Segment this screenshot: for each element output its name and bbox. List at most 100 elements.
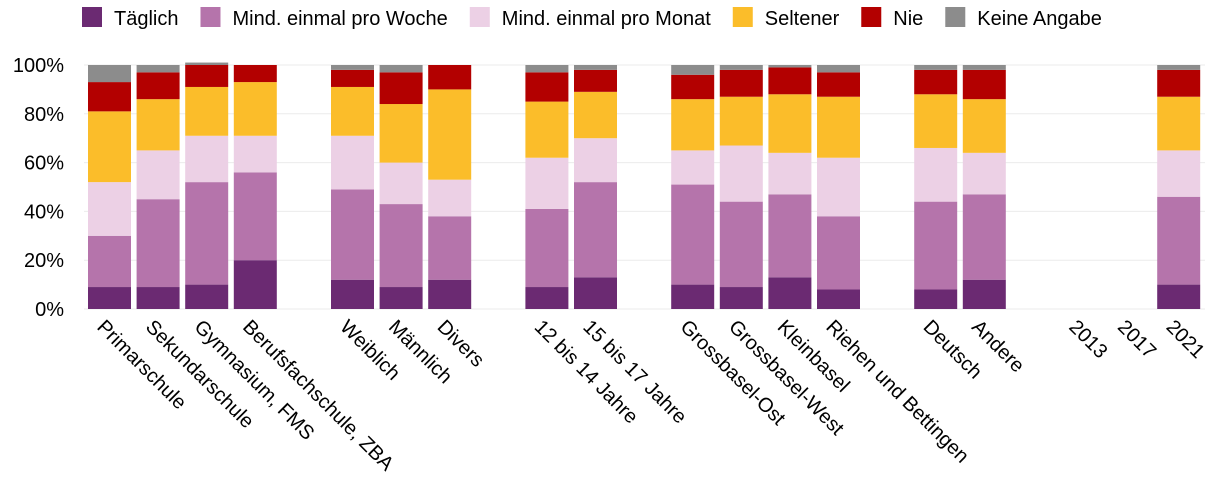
bar-segment [768, 67, 812, 95]
bar-segment [136, 65, 180, 73]
bar-segment [768, 277, 812, 309]
bar-segment [88, 182, 131, 236]
bar-segment [914, 94, 958, 148]
bar-segment [1157, 196, 1201, 285]
bar-segment [817, 96, 860, 158]
bar-segment [331, 279, 374, 309]
legend-swatch [732, 7, 753, 27]
bar-segment [233, 65, 277, 83]
bar-segment [671, 65, 715, 75]
bar-segment [88, 235, 131, 288]
bar-segment [525, 157, 569, 209]
bar-segment [574, 138, 617, 183]
bar-segment [233, 135, 277, 173]
bar-segment [914, 201, 958, 290]
bar-segment [574, 65, 617, 70]
bar-segment [719, 69, 763, 97]
bar-segment [88, 65, 131, 83]
bar-segment [525, 208, 569, 288]
bar-segment [88, 82, 131, 112]
legend-label: Seltener [765, 8, 840, 30]
bar-segment [331, 65, 374, 70]
bar-segment [914, 289, 958, 309]
bar-segment [1157, 284, 1201, 309]
bar-segment [719, 287, 763, 309]
bar-segment [185, 182, 229, 285]
bar-segment [428, 179, 472, 217]
bar-segment [379, 65, 423, 73]
bar-segment [671, 99, 715, 151]
bar-segment [428, 65, 472, 90]
bar-segment [525, 72, 569, 102]
bar-segment [768, 94, 812, 153]
bar-segment [136, 72, 180, 100]
bar-segment [719, 201, 763, 288]
legend-swatch [82, 7, 102, 27]
bar-segment [185, 62, 229, 65]
bar-segment [379, 72, 423, 105]
bar-segment [136, 99, 180, 151]
y-tick-label: 0% [35, 299, 64, 321]
bar-segment [671, 150, 715, 185]
bar-segment [914, 65, 958, 70]
bar-segment [671, 74, 715, 100]
bar-segment [185, 86, 229, 136]
legend-label: Nie [893, 8, 923, 30]
bar-segment [379, 287, 423, 309]
bar-segment [574, 91, 617, 139]
bar-segment [233, 172, 277, 261]
bar-segment [817, 72, 860, 97]
bar-segment [574, 182, 617, 278]
bar-segment [719, 65, 763, 70]
bar-segment [817, 65, 860, 73]
bar-segment [962, 99, 1006, 153]
bar-segment [671, 284, 715, 309]
bar-segment [1157, 150, 1201, 197]
bar-segment [185, 65, 229, 87]
bar-segment [331, 135, 374, 190]
bar-segment [331, 189, 374, 280]
bar-segment [379, 204, 423, 288]
bar-segment [88, 287, 131, 309]
legend-swatch [945, 7, 966, 27]
bar-segment [817, 289, 860, 309]
bar-segment [719, 96, 763, 146]
legend-swatch [861, 7, 882, 27]
bar-segment [379, 104, 423, 163]
legend-label: Täglich [114, 8, 178, 30]
bar-segment [379, 162, 423, 205]
legend-label: Mind. einmal pro Woche [232, 8, 447, 30]
bar-segment [914, 69, 958, 95]
x-tick-label: 2013 [1064, 316, 1111, 363]
bar-segment [428, 89, 472, 180]
legend-label: Keine Angabe [977, 8, 1102, 30]
bar-segment [817, 157, 860, 217]
legend-swatch [469, 7, 490, 27]
y-tick-label: 80% [24, 104, 64, 126]
bar-segment [671, 184, 715, 285]
bar-segment [331, 86, 374, 136]
bar-segment [962, 152, 1006, 195]
y-tick-label: 20% [24, 250, 64, 272]
bar-segment [768, 152, 812, 195]
x-tick-label: 2017 [1113, 316, 1160, 363]
bar-segment [962, 279, 1006, 309]
x-tick-label: 2021 [1162, 316, 1209, 363]
bar-segment [525, 101, 569, 158]
y-tick-label: 60% [24, 153, 64, 175]
bar-segment [525, 65, 569, 73]
bar-segment [817, 216, 860, 290]
bar-segment [768, 65, 812, 68]
bar-segment [768, 194, 812, 278]
bar-segment [574, 69, 617, 92]
y-tick-label: 40% [24, 201, 64, 223]
bar-segment [136, 199, 180, 288]
bar-segment [962, 194, 1006, 280]
bar-segment [574, 277, 617, 309]
bar-segment [525, 287, 569, 309]
bar-segment [88, 111, 131, 183]
bar-segment [331, 69, 374, 87]
bar-segment [1157, 96, 1201, 151]
bar-segment [962, 69, 1006, 100]
